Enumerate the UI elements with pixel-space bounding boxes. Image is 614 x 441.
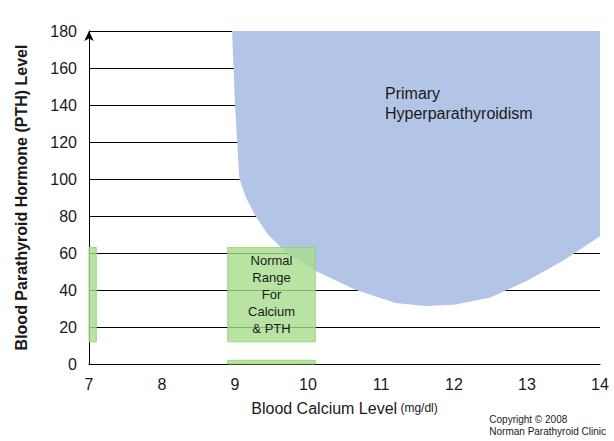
svg-text:40: 40 xyxy=(59,282,77,299)
svg-text:Normal: Normal xyxy=(251,253,293,268)
svg-text:10: 10 xyxy=(299,376,317,393)
svg-text:Hyperparathyroidism: Hyperparathyroidism xyxy=(385,105,533,122)
svg-text:7: 7 xyxy=(85,376,94,393)
svg-text:180: 180 xyxy=(50,23,77,40)
svg-text:8: 8 xyxy=(158,376,167,393)
svg-text:Primary: Primary xyxy=(385,85,440,102)
svg-text:(mg/dl): (mg/dl) xyxy=(400,401,437,415)
svg-text:Copyright © 2008: Copyright © 2008 xyxy=(489,414,567,425)
svg-text:Calcium: Calcium xyxy=(248,304,295,319)
svg-text:14: 14 xyxy=(591,376,609,393)
svg-text:Range: Range xyxy=(252,270,290,285)
svg-text:13: 13 xyxy=(518,376,536,393)
svg-text:160: 160 xyxy=(50,60,77,77)
svg-text:11: 11 xyxy=(373,376,390,393)
svg-text:Norman Parathyroid Clinic: Norman Parathyroid Clinic xyxy=(489,426,606,437)
svg-text:For: For xyxy=(262,287,282,302)
svg-text:Blood Calcium Level: Blood Calcium Level xyxy=(251,400,397,417)
svg-text:9: 9 xyxy=(231,376,240,393)
svg-text:Blood Parathyroid Hormone (PTH: Blood Parathyroid Hormone (PTH) Level xyxy=(13,45,30,351)
svg-text:140: 140 xyxy=(50,97,77,114)
svg-text:120: 120 xyxy=(50,134,77,151)
svg-text:& PTH: & PTH xyxy=(252,321,290,336)
svg-text:12: 12 xyxy=(445,376,463,393)
svg-text:20: 20 xyxy=(59,319,77,336)
svg-text:60: 60 xyxy=(59,245,77,262)
svg-text:0: 0 xyxy=(68,356,77,373)
svg-text:80: 80 xyxy=(59,208,77,225)
svg-text:100: 100 xyxy=(50,171,77,188)
